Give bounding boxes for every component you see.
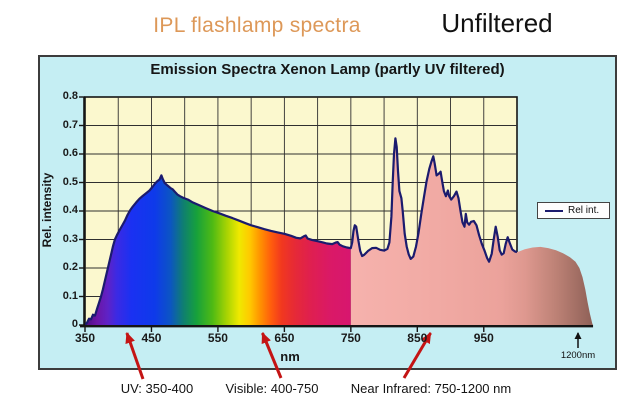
- spectrum-fill-visible: [85, 175, 351, 325]
- rel-int-line: [84, 137, 518, 326]
- y-tick-label: 0.4: [62, 204, 78, 216]
- slide-title-ipl: IPL flashlamp spectra: [153, 14, 361, 37]
- x-tick-label: 750: [340, 331, 361, 345]
- legend-label: Rel int.: [568, 205, 600, 216]
- x-tick-label: 550: [207, 331, 228, 345]
- band-label-visible: Visible: 400-750: [225, 381, 319, 396]
- x-tick-label: 850: [407, 331, 428, 345]
- y-tick-label: 0.8: [62, 90, 78, 102]
- band-label-nir: Near Infrared: 750-1200 nm: [350, 381, 512, 396]
- y-tick-label: 0: [71, 318, 78, 330]
- band-arrow-near-infrared: [402, 332, 432, 379]
- band-arrow-uv: [125, 332, 145, 380]
- legend-line-swatch: [545, 209, 563, 212]
- x-tick-label: 950: [473, 331, 494, 345]
- spectrum-fill-infrared: [350, 138, 593, 325]
- x-tick-label: 650: [274, 331, 295, 345]
- y-tick-label: 0.7: [62, 118, 78, 131]
- x-annotation-1200nm: 1200nm: [560, 350, 596, 361]
- y-tick-label: 0.6: [62, 147, 78, 159]
- y-tick-label: 0.2: [62, 261, 78, 273]
- x-axis-title: nm: [280, 349, 300, 364]
- chart-title: Emission Spectra Xenon Lamp (partly UV f…: [150, 61, 505, 78]
- band-arrow-visible: [261, 332, 283, 379]
- tick-marks: [79, 96, 485, 332]
- x-tick-label: 450: [141, 331, 162, 345]
- x-tick-label: 350: [74, 331, 96, 345]
- chart-legend: Rel int.: [537, 202, 610, 219]
- slide-title-unfiltered: Unfiltered: [441, 8, 553, 38]
- y-tick-label: 0.3: [62, 232, 78, 245]
- y-tick-label: 0.1: [62, 289, 78, 302]
- band-label-uv: UV: 350-400: [120, 381, 194, 396]
- y-tick-label: 0.5: [62, 175, 78, 188]
